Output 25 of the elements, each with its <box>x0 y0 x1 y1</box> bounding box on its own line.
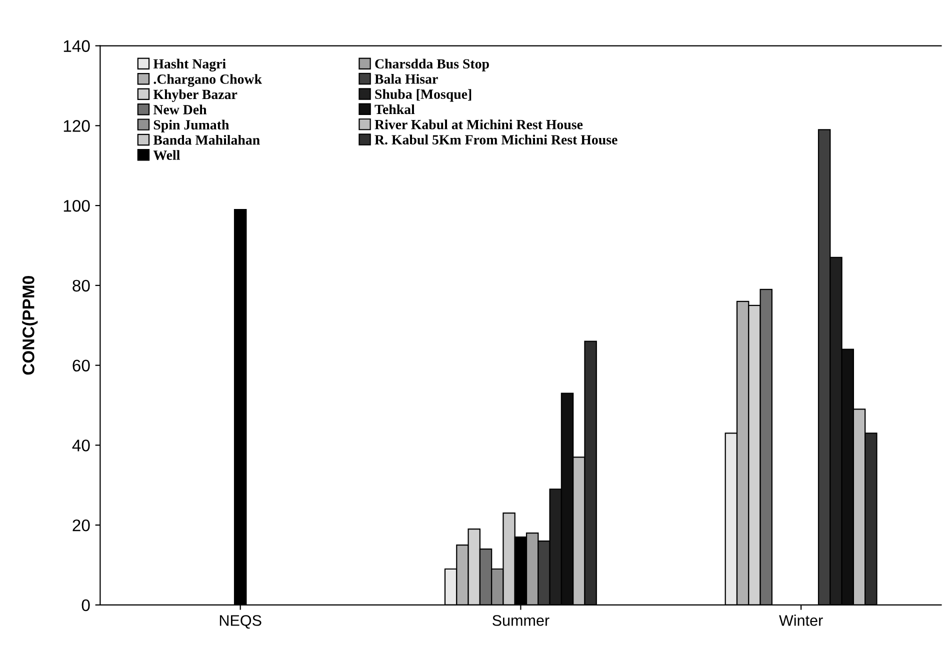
legend-label: Shuba [Mosque] <box>375 89 472 102</box>
legend-label: R. Kabul 5Km From Michini Rest House <box>374 134 618 145</box>
legend-label: Well <box>153 150 180 160</box>
y-tick-label: 100 <box>64 200 90 212</box>
y-tick-label: 140 <box>64 40 90 52</box>
x-tick-label: NEQS <box>220 615 262 629</box>
y-tick-label: 120 <box>64 120 90 132</box>
legend-label: Bala Hisar <box>374 74 438 84</box>
legend-label: Banda Mahilahan <box>153 134 260 145</box>
y-tick-label: 60 <box>72 360 90 372</box>
legend-label: Tehkal <box>374 104 415 114</box>
x-tick-label: Summer <box>492 615 550 626</box>
legend-label: Hasht Nagri <box>153 58 226 72</box>
y-tick-label: 40 <box>72 440 90 452</box>
y-tick-label: 80 <box>72 280 90 292</box>
legend-label: Spin Jumath <box>154 120 230 132</box>
legend-label: .Chargano Chowk <box>154 74 262 87</box>
y-axis-title: CONC(PPM0 <box>22 276 38 375</box>
legend-label: Khyber Bazar <box>153 89 238 102</box>
y-tick-label: 20 <box>72 519 90 532</box>
legend-label: River Kabul at Michini Rest House <box>374 120 583 130</box>
legend-label: Charsdda Bus Stop <box>375 58 489 72</box>
y-tick-label: 0 <box>82 599 90 612</box>
legend-label: New Deh <box>153 104 207 114</box>
x-tick-label: Winter <box>779 614 823 626</box>
